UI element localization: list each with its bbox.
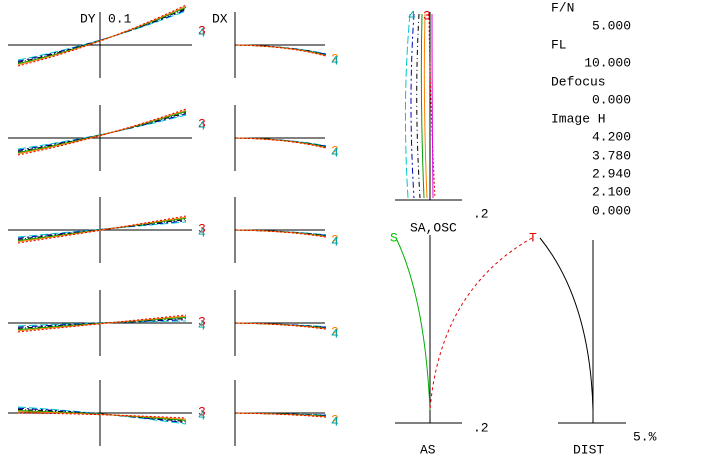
fan-curve bbox=[235, 44, 327, 57]
fan-curve-label: 4 bbox=[198, 225, 206, 240]
spec-value: 5.000 bbox=[592, 18, 631, 33]
fan-curve-label: 3 bbox=[198, 221, 206, 236]
t-label: T bbox=[529, 230, 537, 245]
as-label: AS bbox=[420, 442, 436, 457]
sa-curve-label: 4 bbox=[408, 8, 416, 23]
fan-curve bbox=[17, 319, 187, 328]
sa-curve bbox=[416, 13, 421, 199]
as-scale: .2 bbox=[473, 420, 489, 435]
fan-curve bbox=[235, 229, 327, 238]
spec-value: 10.000 bbox=[584, 55, 631, 70]
tangential-curve bbox=[429, 237, 533, 411]
image-height: 2.940 bbox=[592, 166, 631, 181]
fan-curve bbox=[235, 322, 327, 330]
fan-curve-label: 2 bbox=[331, 412, 339, 427]
fan-curve bbox=[17, 108, 187, 156]
image-height: 2.100 bbox=[592, 184, 631, 199]
sa-curve bbox=[428, 13, 436, 199]
fan-curve bbox=[17, 407, 187, 424]
fan-curve bbox=[17, 215, 187, 244]
sa-label: SA,OSC bbox=[410, 220, 457, 235]
image-height: 0.000 bbox=[592, 203, 631, 218]
sa-scale: .2 bbox=[473, 206, 489, 221]
dx-label: DX bbox=[212, 11, 228, 26]
sa-curve bbox=[420, 13, 425, 199]
fan-curve bbox=[235, 137, 327, 149]
fan-curve bbox=[17, 314, 187, 333]
spec-value: 0.000 bbox=[592, 92, 631, 107]
dist-label: DIST bbox=[573, 442, 604, 457]
fan-curve-label: 4 bbox=[331, 53, 339, 68]
fan-curve bbox=[17, 4, 187, 67]
fan-curve bbox=[17, 8, 187, 63]
fan-curve-label: 2 bbox=[331, 324, 339, 339]
fan-curve bbox=[235, 412, 327, 418]
fan-curve-label: 2 bbox=[331, 51, 339, 66]
sagittal-curve bbox=[396, 239, 431, 411]
fan-curve bbox=[235, 44, 327, 56]
fan-curve-label: 4 bbox=[331, 414, 339, 429]
fan-curve-label: 4 bbox=[331, 234, 339, 249]
dist-scale: 5.% bbox=[633, 429, 657, 444]
sa-curve bbox=[410, 13, 415, 199]
spec-label: Defocus bbox=[551, 74, 606, 89]
fan-curve bbox=[235, 44, 327, 57]
fan-curve-label: 4 bbox=[198, 408, 206, 423]
fan-curve bbox=[17, 5, 187, 66]
fan-curve bbox=[17, 412, 187, 419]
fan-curve-label: 3 bbox=[198, 23, 206, 38]
fan-curve bbox=[17, 110, 187, 154]
fan-curve-label: 4 bbox=[198, 118, 206, 133]
sa-curve bbox=[431, 13, 434, 199]
image-height: 4.200 bbox=[592, 129, 631, 144]
fan-curve-label: 2 bbox=[331, 232, 339, 247]
fan-curve bbox=[235, 137, 327, 149]
sa-curve bbox=[404, 13, 411, 199]
distortion-curve bbox=[539, 237, 594, 411]
fan-curve-label: 3 bbox=[198, 314, 206, 329]
image-height: 3.780 bbox=[592, 148, 631, 163]
fan-curve bbox=[17, 315, 187, 332]
sa-curve-label: 3 bbox=[423, 8, 431, 23]
sa-curve bbox=[423, 13, 428, 199]
fan-curve-label: 3 bbox=[198, 116, 206, 131]
s-label: S bbox=[390, 230, 398, 245]
fan-curve-label: 4 bbox=[198, 318, 206, 333]
fan-curve-label: 4 bbox=[331, 326, 339, 341]
spec-label: F/N bbox=[551, 0, 574, 15]
spec-label: FL bbox=[551, 37, 567, 52]
fan-curve bbox=[17, 220, 187, 239]
fan-curve-label: 4 bbox=[331, 145, 339, 160]
fan-curve-label: 2 bbox=[331, 143, 339, 158]
fan-curve-label: 4 bbox=[198, 25, 206, 40]
fan-curve-label: 3 bbox=[198, 404, 206, 419]
fan-curve bbox=[17, 114, 187, 150]
fan-curve bbox=[17, 411, 187, 420]
fan-curve bbox=[235, 137, 327, 148]
spec-label: Image H bbox=[551, 111, 606, 126]
dy-label: DY bbox=[80, 11, 96, 26]
fan-curve bbox=[17, 406, 187, 425]
fan-curve bbox=[17, 109, 187, 155]
fan-scale: 0.1 bbox=[108, 11, 132, 26]
